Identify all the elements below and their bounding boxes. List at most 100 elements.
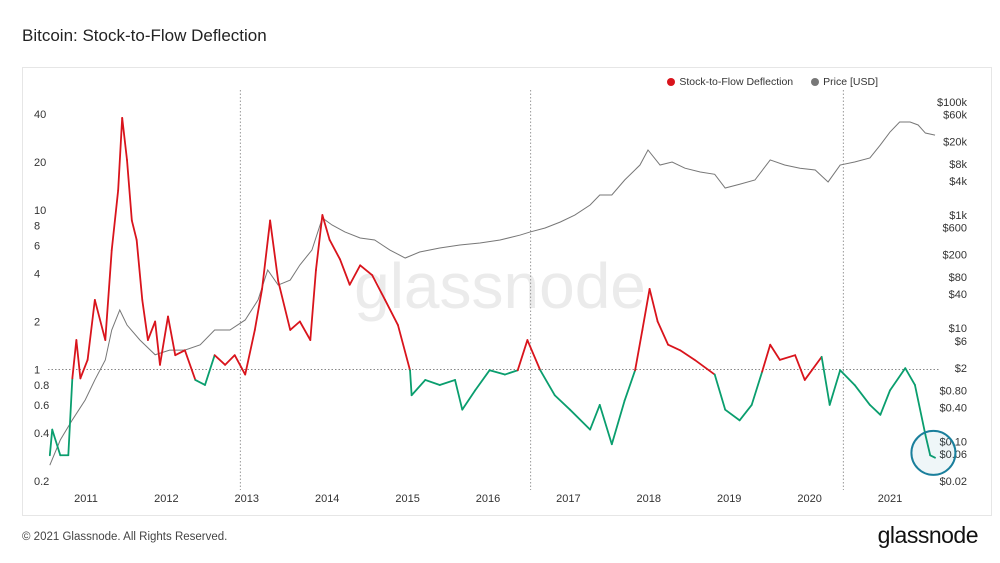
deflection-segment (371, 274, 386, 301)
deflection-segment (130, 219, 138, 241)
deflection-segment (135, 238, 144, 301)
deflection-segment (914, 384, 927, 436)
deflection-segment (738, 403, 753, 422)
right-tick-label: $0.02 (939, 476, 967, 488)
right-tick-label: $4k (949, 176, 967, 188)
deflection-segment (253, 288, 263, 331)
right-tick-label: $60k (943, 109, 967, 121)
chart-card (22, 67, 992, 516)
deflection-segment (359, 264, 374, 277)
deflection-segment (679, 349, 696, 361)
right-tick-label: $40 (949, 289, 967, 301)
deflection-segment (348, 264, 362, 286)
legend-item-price[interactable]: Price [USD] (811, 76, 878, 88)
right-tick-label: $200 (943, 250, 967, 262)
copyright: © 2021 Glassnode. All Rights Reserved. (22, 531, 228, 543)
deflection-segment (75, 339, 82, 380)
right-axis-ticks: $100k$60k$20k$8k$4k$1k$600$200$80$40$10$… (937, 97, 967, 488)
deflection-segment (769, 343, 781, 361)
deflection-segment (410, 379, 427, 397)
x-tick-label: 2020 (797, 493, 821, 505)
deflection-segment (121, 117, 128, 161)
deflection-segment (67, 377, 74, 457)
deflection-segment (204, 354, 216, 386)
deflection-segment (233, 354, 247, 376)
deflection-segment (117, 117, 124, 192)
deflection-segment (713, 373, 727, 411)
deflection-segment (924, 433, 932, 457)
right-tick-label: $1k (949, 210, 967, 222)
deflection-segment (154, 320, 161, 366)
right-tick-label: $6 (955, 336, 967, 348)
left-tick-label: 0.6 (34, 400, 49, 412)
deflection-segment (224, 354, 236, 366)
x-tick-label: 2015 (395, 493, 419, 505)
right-tick-label: $8k (949, 159, 967, 171)
annotation (910, 429, 957, 476)
x-tick-label: 2019 (717, 493, 741, 505)
deflection-segment (277, 279, 292, 331)
x-tick-label: 2012 (154, 493, 178, 505)
deflection-segment (623, 369, 637, 402)
gray-dot-icon (811, 78, 820, 86)
right-tick-label: $600 (943, 223, 967, 235)
x-tick-label: 2011 (74, 493, 98, 505)
deflection-segment (71, 339, 78, 380)
deflection-segment (194, 379, 206, 386)
deflection-segment (321, 214, 331, 241)
legend: Stock-to-Flow Deflection Price [USD] (667, 76, 878, 88)
left-tick-label: 8 (34, 220, 40, 232)
deflection-segment (516, 339, 529, 372)
deflection-segment (889, 367, 907, 392)
left-tick-label: 6 (34, 240, 40, 252)
right-tick-label: $10 (949, 323, 967, 335)
right-tick-label: $20k (943, 136, 967, 148)
deflection-segment (879, 389, 891, 416)
legend-item-deflection[interactable]: Stock-to-Flow Deflection (667, 76, 793, 88)
deflection-segment (384, 299, 399, 326)
x-tick-label: 2016 (476, 493, 500, 505)
reference-lines (48, 90, 940, 490)
deflection-segment (454, 379, 464, 411)
right-tick-label: $0.06 (939, 449, 967, 461)
deflection-segment (86, 299, 96, 361)
deflection-segment (110, 189, 120, 252)
left-tick-label: 1 (34, 365, 40, 377)
left-axis-ticks: 40 20 10 8 6 4 2 1 0.8 0.6 0.4 0.2 (34, 109, 49, 488)
deflection-segment (244, 329, 256, 376)
deflection-segment (48, 428, 54, 457)
deflection-segment (656, 320, 669, 346)
deflection-segment (750, 370, 764, 406)
x-tick-label: 2018 (637, 493, 661, 505)
deflection-segment (126, 159, 133, 222)
deflection-segment (183, 349, 197, 381)
deflection-segment (167, 315, 177, 357)
deflection-segment (904, 367, 916, 386)
left-tick-label: 0.4 (34, 428, 49, 440)
deflection-segment (526, 339, 542, 372)
deflection-segment (298, 320, 312, 341)
x-axis-ticks: 2011 2012 2013 2014 2015 2016 2017 2018 2019 2020… (74, 493, 902, 505)
deflection-segment (641, 288, 651, 331)
deflection-segment (569, 408, 592, 431)
right-tick-label: $80 (949, 272, 967, 284)
deflection-segment (328, 238, 341, 261)
deflection-segment (474, 369, 491, 392)
x-tick-label: 2013 (235, 493, 259, 505)
left-tick-label: 0.8 (34, 380, 49, 392)
deflection-segment (147, 320, 157, 341)
deflection-segment (315, 214, 324, 272)
x-tick-label: 2017 (556, 493, 580, 505)
x-tick-label: 2021 (878, 493, 902, 505)
left-tick-label: 0.2 (34, 476, 49, 488)
deflection-segment (438, 379, 456, 386)
deflection-segment (598, 403, 613, 446)
x-tick-label: 2014 (315, 493, 339, 505)
right-tick-label: $0.40 (939, 402, 967, 414)
left-tick-label: 40 (34, 109, 46, 121)
deflection-segment (539, 369, 556, 397)
deflection-segment (667, 343, 682, 352)
deflection-segment (174, 349, 186, 357)
deflection-segment (820, 355, 831, 406)
